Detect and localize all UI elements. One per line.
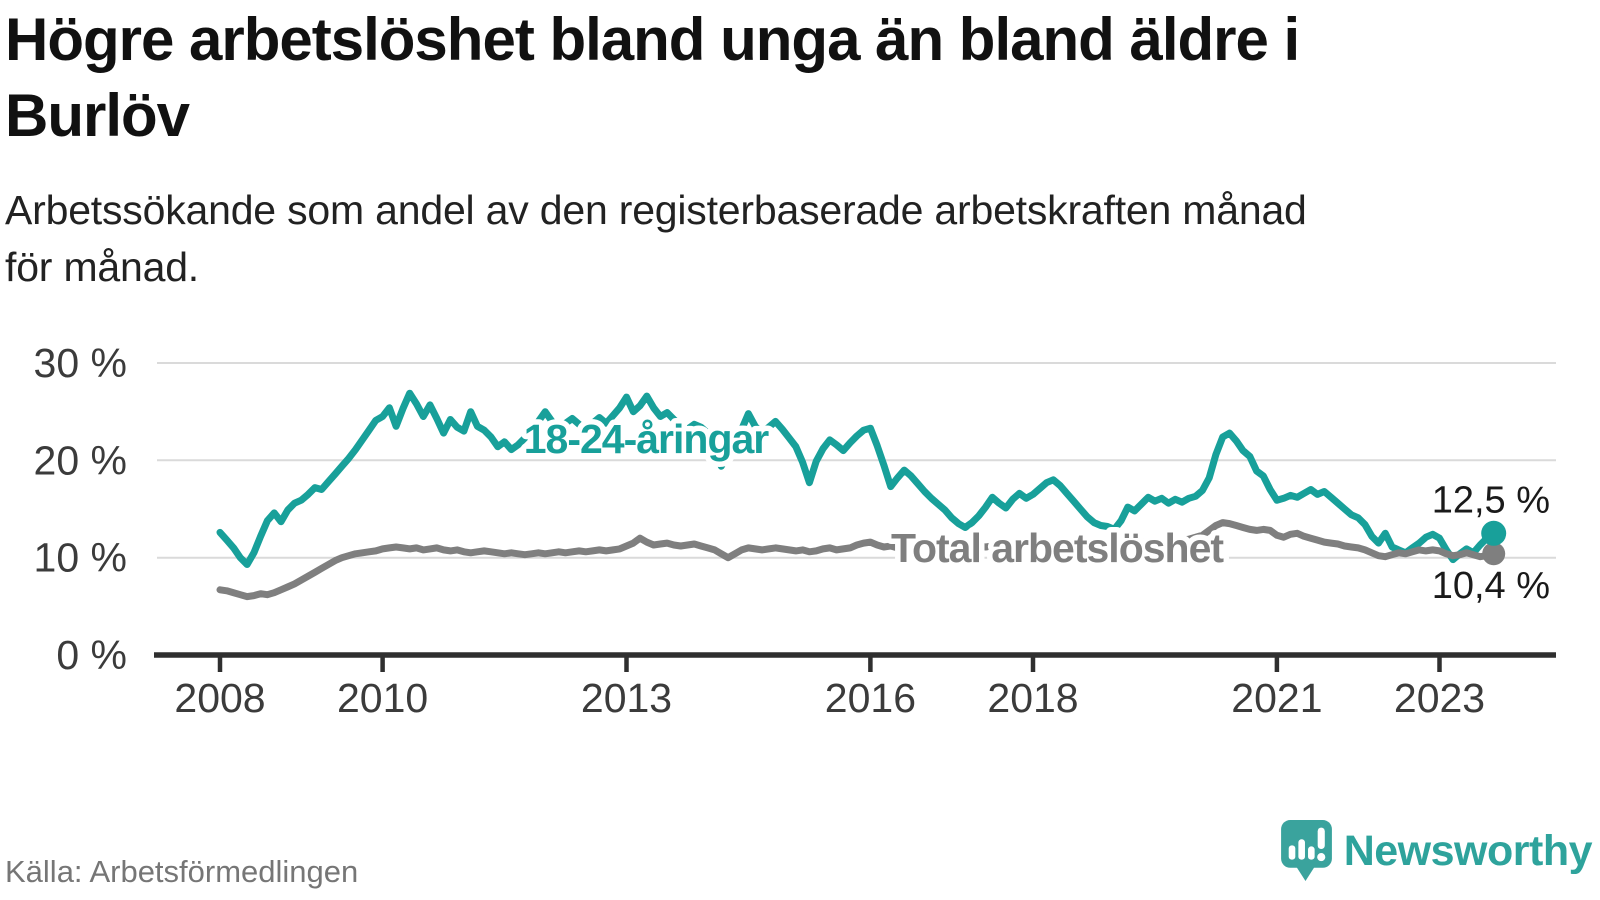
- series-label-youth: 18-24-åringar: [524, 416, 770, 462]
- chart-subtitle-line-1: Arbetssökande som andel av den registerb…: [5, 187, 1307, 233]
- x-axis-tick-label: 2018: [987, 675, 1078, 721]
- x-axis-tick-label: 2010: [337, 675, 428, 721]
- y-axis-tick-label: 10 %: [34, 535, 127, 581]
- series-line-total: [216, 519, 1498, 601]
- page-title-line-1: Högre arbetslöshet bland unga än bland ä…: [5, 6, 1300, 73]
- newsworthy-logo: Newsworthy: [1280, 820, 1593, 882]
- source-note: Källa: Arbetsförmedlingen: [5, 854, 359, 889]
- end-dot-total: [1482, 542, 1506, 566]
- end-value-label-youth: 12,5 %: [1432, 479, 1550, 521]
- x-axis-tick-label: 2021: [1231, 675, 1322, 721]
- newsworthy-logo-text: Newsworthy: [1343, 826, 1593, 875]
- newsworthy-logo-icon: [1280, 820, 1332, 881]
- end-dot-youth: [1481, 520, 1507, 546]
- end-value-label-total: 10,4 %: [1432, 565, 1550, 607]
- y-axis-tick-label: 0 %: [56, 632, 127, 678]
- y-axis-tick-label: 30 %: [34, 340, 127, 386]
- chart-subtitle-line-2: för månad.: [5, 244, 199, 290]
- page-title-line-2: Burlöv: [5, 82, 190, 149]
- x-axis-tick-label: 2013: [581, 675, 672, 721]
- y-axis-tick-label: 20 %: [34, 437, 127, 483]
- page-title: Högre arbetslöshet bland unga än bland ä…: [5, 2, 1592, 154]
- x-axis-tick-label: 2023: [1394, 675, 1485, 721]
- series-line-youth: [216, 389, 1498, 568]
- series-label-total: Total arbetslöshet: [891, 525, 1224, 571]
- x-axis-tick-label: 2008: [174, 675, 265, 721]
- chart-subtitle: Arbetssökande som andel av den registerb…: [5, 182, 1592, 296]
- x-axis-tick-label: 2016: [825, 675, 916, 721]
